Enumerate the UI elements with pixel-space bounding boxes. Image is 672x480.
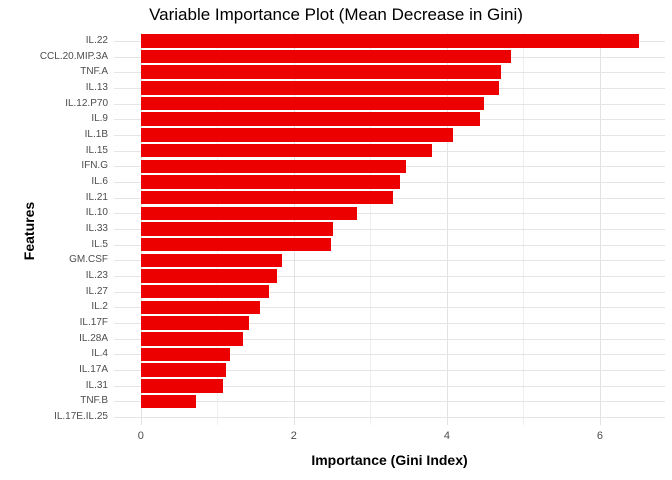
bar <box>140 128 453 142</box>
y-axis-label: IL.10 <box>85 207 108 219</box>
y-axis-label: IL.17F <box>79 317 108 329</box>
bar <box>140 269 277 283</box>
y-axis-label: TNF.A <box>80 66 108 78</box>
bar <box>140 316 249 330</box>
row-gridline <box>114 370 665 372</box>
y-axis-label: IL.15 <box>85 144 108 156</box>
chart-title: Variable Importance Plot (Mean Decrease … <box>149 5 523 24</box>
bar <box>140 190 394 205</box>
bar <box>140 96 485 111</box>
bar <box>140 159 407 174</box>
bar <box>140 34 639 48</box>
row-gridline <box>114 291 665 293</box>
y-axis-label: IL.21 <box>85 191 108 203</box>
y-axis-label: IL.31 <box>85 379 108 391</box>
row-gridline <box>114 323 665 325</box>
y-axis-label: IL.9 <box>91 113 108 125</box>
row-gridline <box>114 260 665 262</box>
bar <box>140 112 480 126</box>
bar <box>140 49 512 64</box>
x-axis-labels: 0 2 4 6 <box>0 430 672 444</box>
x-tick-label: 6 <box>596 430 603 442</box>
y-axis-label: IFN.G <box>81 160 108 172</box>
bar <box>140 394 196 409</box>
y-axis-label: IL.1B <box>84 128 108 140</box>
row-gridline <box>114 385 665 387</box>
row-gridline <box>114 213 665 215</box>
bar <box>140 332 243 346</box>
y-axis-label: IL.4 <box>91 348 108 360</box>
y-axis-label: IL.23 <box>85 270 108 282</box>
bar <box>140 363 227 377</box>
bar <box>140 65 502 79</box>
row-gridline <box>114 276 665 278</box>
y-axis-label: IL.5 <box>91 238 108 250</box>
row-gridline <box>114 401 665 403</box>
bar <box>140 206 357 221</box>
y-axis-label: IL.27 <box>85 285 108 297</box>
bar <box>140 237 332 252</box>
x-tick-label: 2 <box>290 430 297 442</box>
row-gridline <box>114 417 665 419</box>
y-axis-label: IL.28A <box>79 332 108 344</box>
bar <box>140 81 499 95</box>
bar <box>140 222 333 236</box>
y-axis-label: IL.6 <box>91 175 108 187</box>
bar <box>140 175 401 189</box>
x-tick-label: 4 <box>443 430 450 442</box>
y-axis-label: TNF.B <box>80 395 108 407</box>
bar <box>140 379 224 393</box>
y-axis-label: IL.2 <box>91 301 108 313</box>
bar <box>140 284 269 299</box>
y-axis-label: CCL.20.MIP.3A <box>39 50 108 62</box>
x-axis-title: Importance (Gini Index) <box>311 452 468 468</box>
y-axis-label: IL.17A <box>79 364 108 376</box>
plot-panel <box>114 33 665 425</box>
y-axis-label: IL.17E.IL.25 <box>54 411 108 423</box>
y-axis-label: IL.22 <box>85 34 108 46</box>
y-axis-label: IL.33 <box>85 223 108 234</box>
row-gridline <box>114 229 665 230</box>
y-axis-label: IL.13 <box>85 81 108 93</box>
row-gridline <box>114 354 665 356</box>
y-axis-labels: IL.22 CCL.20.MIP.3A TNF.A IL.13 IL.12.P70 IL.… <box>0 33 108 425</box>
bar <box>140 143 432 158</box>
y-axis-label: IL.12.P70 <box>65 97 108 109</box>
row-gridline <box>114 307 665 309</box>
row-gridline <box>114 338 665 340</box>
bar <box>140 253 283 268</box>
x-tick-label: 0 <box>137 430 144 442</box>
bar <box>140 347 231 362</box>
bar <box>140 300 261 315</box>
row-gridline <box>114 244 665 246</box>
y-axis-label: GM.CSF <box>69 254 108 266</box>
